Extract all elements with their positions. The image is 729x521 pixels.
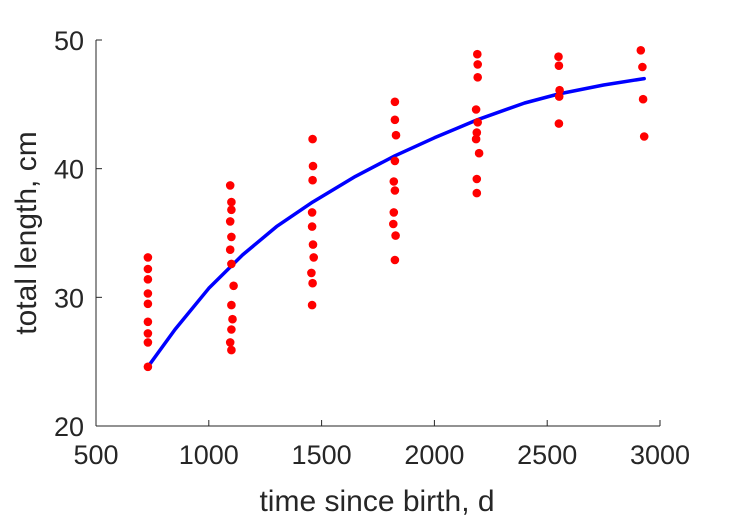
data-point <box>554 52 563 61</box>
data-point <box>225 338 235 347</box>
data-point <box>473 118 483 127</box>
data-point <box>636 46 646 55</box>
x-tick-label: 1500 <box>292 440 352 470</box>
data-point <box>143 275 153 284</box>
data-point <box>472 128 482 137</box>
data-point <box>143 264 153 274</box>
data-point <box>227 205 236 215</box>
axes: 500 1000 1500 2000 2500 3000 20 30 40 50 <box>54 26 690 470</box>
data-point <box>307 208 317 217</box>
data-point <box>307 300 317 310</box>
data-point <box>227 197 236 207</box>
data-point <box>227 325 236 334</box>
data-point <box>227 300 236 310</box>
data-point <box>308 240 318 249</box>
data-points-layer <box>143 46 649 372</box>
data-point <box>390 156 400 166</box>
x-tick-label: 1000 <box>179 440 239 470</box>
data-point <box>554 92 564 101</box>
data-point <box>471 134 481 144</box>
data-point <box>308 175 317 185</box>
data-point <box>229 281 238 291</box>
data-point <box>308 278 317 288</box>
data-point <box>390 255 400 265</box>
x-tick-label: 3000 <box>630 440 690 470</box>
data-point <box>390 97 400 107</box>
data-point <box>143 362 153 372</box>
data-point <box>225 181 235 190</box>
fit-curve-layer <box>146 76 646 369</box>
data-point <box>554 61 564 70</box>
data-point <box>307 222 317 231</box>
data-point <box>472 188 482 198</box>
data-point <box>389 219 398 229</box>
data-point <box>143 329 153 338</box>
data-point <box>639 132 649 141</box>
y-tick-label: 20 <box>54 412 84 442</box>
x-tick-label: 2000 <box>404 440 464 470</box>
data-point <box>638 94 648 104</box>
data-point <box>554 119 564 128</box>
data-point <box>143 299 153 309</box>
data-point <box>390 186 400 195</box>
data-point <box>471 105 481 114</box>
data-point <box>473 73 483 82</box>
data-point <box>389 177 399 186</box>
data-point <box>143 289 153 298</box>
data-point <box>472 174 482 184</box>
data-point <box>227 232 236 242</box>
data-point <box>638 62 647 72</box>
fit-curve <box>146 76 646 369</box>
data-point <box>308 134 317 144</box>
data-point <box>309 253 319 262</box>
data-point <box>143 338 153 347</box>
y-tick-label: 30 <box>54 283 84 313</box>
data-point <box>391 231 400 240</box>
x-tick-label: 2500 <box>517 440 577 470</box>
data-point <box>225 217 235 226</box>
data-point <box>555 85 564 95</box>
y-axis-label: total length, cm <box>10 131 43 334</box>
data-point <box>389 208 399 217</box>
data-point <box>143 317 153 327</box>
data-point <box>228 314 237 324</box>
data-point <box>390 115 400 125</box>
data-point <box>474 148 484 158</box>
data-point <box>227 259 236 269</box>
data-point <box>143 253 153 262</box>
x-axis-label: time since birth, d <box>259 485 494 518</box>
x-tick-label: 500 <box>73 440 118 470</box>
data-point <box>307 268 316 278</box>
data-point <box>225 245 235 254</box>
y-tick-label: 40 <box>54 155 84 185</box>
y-tick-label: 50 <box>54 26 84 56</box>
data-point <box>391 130 401 140</box>
data-point <box>227 345 236 355</box>
data-point <box>473 49 482 59</box>
data-point <box>473 60 483 69</box>
data-point <box>308 161 318 171</box>
